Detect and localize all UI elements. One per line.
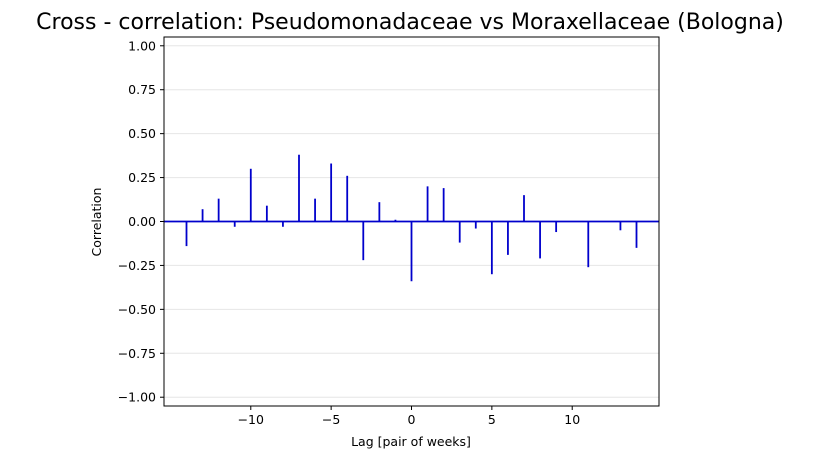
- x-tick-label: 5: [488, 412, 496, 427]
- axis-ticks: 1.00 0.75 0.50 0.25 0.00 −0.25 −0.50 −0.75 −1.00…: [118, 38, 581, 427]
- x-tick-label: −5: [322, 412, 340, 427]
- plot-area-frame: [163, 36, 660, 407]
- x-tick-label: 0: [408, 412, 416, 427]
- y-tick-label: 0.25: [128, 170, 156, 185]
- y-tick-label: −0.50: [118, 302, 156, 317]
- y-tick-label: 0.50: [128, 126, 156, 141]
- y-tick-label: −0.25: [118, 258, 156, 273]
- y-axis-label: Correlation: [89, 188, 104, 257]
- y-tick-label: 0.00: [128, 214, 156, 229]
- y-tick-label: 0.75: [128, 82, 156, 97]
- x-axis-label: Lag [pair of weeks]: [351, 434, 471, 449]
- y-tick-label: −1.00: [118, 390, 156, 405]
- correlation-bars: [164, 154, 659, 282]
- chart-title: Cross - correlation: Pseudomonadaceae vs…: [36, 10, 784, 35]
- y-tick-label: 1.00: [128, 38, 156, 53]
- x-tick-label: 10: [564, 412, 580, 427]
- y-tick-label: −0.75: [118, 346, 156, 361]
- x-tick-label: −10: [238, 412, 264, 427]
